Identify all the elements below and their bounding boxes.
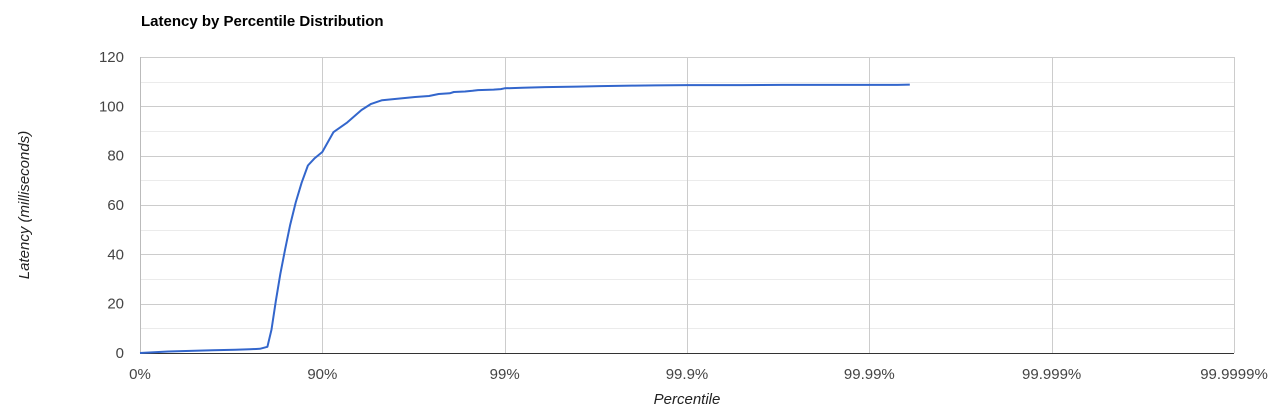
y-tick-label: 40 <box>107 246 124 263</box>
x-tick-label: 0% <box>129 366 151 383</box>
y-tick-label: 120 <box>99 49 124 66</box>
x-tick-label: 99.9999% <box>1200 366 1268 383</box>
y-axis-title: Latency (milliseconds) <box>16 131 33 279</box>
x-tick-label: 99.99% <box>844 366 895 383</box>
y-tick-label: 0 <box>116 345 124 362</box>
x-tick-label: 99.9% <box>666 366 709 383</box>
y-tick-label: 80 <box>107 148 124 165</box>
x-tick-label: 90% <box>307 366 337 383</box>
x-tick-label: 99% <box>490 366 520 383</box>
y-tick-labels: 0 20 40 60 80 100 120 <box>99 49 124 362</box>
y-tick-label: 20 <box>107 296 124 313</box>
series-line <box>139 83 910 354</box>
y-tick-label: 60 <box>107 197 124 214</box>
chart-title: Latency by Percentile Distribution <box>141 13 384 30</box>
gridlines <box>140 57 1235 354</box>
x-tick-labels: 0% 90% 99% 99.9% 99.99% 99.999% 99.9999% <box>129 366 1268 383</box>
x-tick-label: 99.999% <box>1022 366 1081 383</box>
y-tick-label: 100 <box>99 98 124 115</box>
x-axis-title: Percentile <box>654 391 721 408</box>
series-group <box>139 83 910 354</box>
